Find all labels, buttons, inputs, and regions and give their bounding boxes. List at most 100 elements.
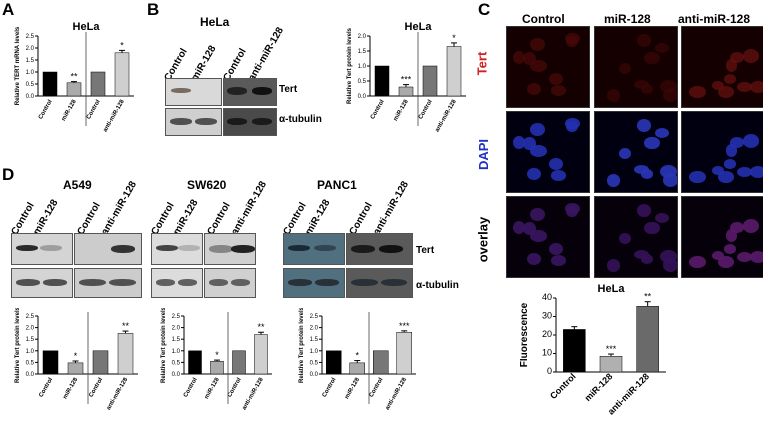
cell-nucleus: [737, 167, 752, 178]
cell-nucleus: [742, 49, 760, 64]
y-axis-label: Relative Tert protein levels: [299, 308, 305, 383]
cell-nucleus: [527, 167, 542, 180]
y-tick-label: 1.5: [26, 337, 35, 343]
micrograph: [506, 26, 590, 108]
micrograph: [506, 111, 590, 193]
y-tick-label: 30: [542, 311, 552, 321]
cell-nucleus: [549, 72, 563, 85]
category-label: anti-miR-128: [242, 376, 266, 411]
bar: [92, 350, 109, 375]
y-axis-label: Relative Tert protein levels: [15, 308, 21, 383]
cell-nucleus: [655, 127, 669, 138]
bar: [349, 362, 365, 375]
chart-d-a549: 0.0 0.5 1.0 1.5 2.0 2.5 Relative Tert protein …: [0, 306, 150, 420]
cell-nucleus: [530, 230, 547, 242]
significance-label: ***: [401, 75, 412, 85]
cell-nucleus: [618, 232, 631, 244]
significance-label: **: [644, 292, 652, 302]
micrograph: [681, 196, 763, 278]
category-label: Control: [183, 377, 199, 399]
blot-tubulin: [11, 268, 73, 298]
cell-nucleus: [717, 256, 735, 268]
band: [109, 279, 136, 286]
band: [178, 245, 200, 251]
category-label: miR-128: [61, 98, 78, 122]
band: [351, 279, 378, 286]
cell-nucleus: [640, 169, 653, 179]
cell-nucleus: [725, 228, 738, 242]
blot-tubulin: [151, 268, 203, 298]
cell-nucleus: [644, 136, 660, 150]
bar: [117, 333, 134, 375]
micro-row-label-dapi: DAPI: [476, 138, 492, 171]
blot-tert: [74, 233, 142, 265]
bar: [67, 362, 84, 375]
significance-label: *: [452, 33, 456, 43]
cell-nucleus: [549, 157, 563, 170]
band: [178, 279, 197, 286]
significance-label: *: [74, 351, 78, 361]
cell-nucleus: [662, 88, 677, 102]
y-tick-label: 2.0: [358, 34, 367, 40]
y-tick-label: 1.0: [172, 349, 181, 355]
bar: [42, 350, 59, 375]
cell-nucleus: [606, 89, 621, 102]
band: [209, 245, 233, 253]
category-label: miR-128: [62, 376, 79, 400]
significance-label: **: [122, 321, 130, 331]
bar: [326, 350, 342, 375]
blot-b-tubulin-label: α-tubulin: [279, 114, 322, 125]
cell-nucleus: [644, 221, 660, 235]
bar: [446, 46, 462, 97]
y-tick-label: 1.5: [26, 58, 35, 64]
category-label: miR-128: [204, 376, 221, 400]
cell-nucleus: [742, 134, 760, 149]
y-tick-label: 1.0: [26, 349, 35, 355]
cell-nucleus: [711, 165, 724, 176]
bar: [396, 331, 412, 375]
micro-row-label-tert: Tert: [474, 51, 490, 76]
cell-nucleus: [618, 62, 631, 74]
cell-nucleus: [749, 80, 763, 94]
category-label: Control: [88, 377, 104, 399]
cell-nucleus: [730, 222, 745, 234]
cell-nucleus: [717, 86, 735, 98]
band: [16, 279, 40, 286]
blot-b-tubulin-left: [165, 108, 222, 136]
cell-nucleus: [550, 169, 567, 181]
y-axis-label: Relative TERT mRNA levels: [15, 26, 21, 105]
bar: [232, 350, 246, 375]
y-tick-label: 2.0: [26, 326, 35, 332]
chart-a: HeLa 0.0 0.5 1.0 1.5 2.0 2.5 Relative TERT mRNA…: [0, 14, 140, 154]
chart-c: HeLa 0 10 20 30 40 Fluorescence Control *** miR-1…: [519, 280, 680, 420]
category-label: Control: [322, 377, 338, 399]
band: [231, 245, 255, 253]
cell-nucleus: [637, 34, 652, 48]
cell-nucleus: [737, 252, 752, 263]
significance-label: ***: [606, 344, 617, 354]
band: [43, 279, 67, 286]
y-tick-label: 0.5: [26, 360, 35, 366]
category-label: Control: [369, 377, 385, 399]
cell-nucleus: [742, 219, 760, 234]
micrograph: [681, 111, 763, 193]
cell-nucleus: [723, 74, 736, 84]
bar: [373, 350, 389, 375]
category-label: Control: [418, 99, 434, 121]
panel-letter-d: D: [2, 165, 15, 184]
band: [379, 245, 403, 253]
blot-d-tubulin-label: α-tubulin: [416, 280, 459, 291]
category-label: anti-miR-128: [103, 98, 127, 133]
bar: [599, 356, 623, 373]
cell-nucleus: [711, 80, 724, 91]
band: [209, 279, 228, 286]
y-tick-label: 1.5: [172, 337, 181, 343]
blot-tubulin: [346, 268, 413, 298]
cell-nucleus: [513, 51, 526, 65]
chart-title: HeLa: [405, 21, 433, 33]
y-tick-label: 0.0: [172, 372, 181, 378]
band: [231, 279, 250, 286]
lane-label: anti-miR-128: [229, 179, 270, 237]
cell-nucleus: [566, 36, 578, 48]
bar: [374, 65, 390, 97]
